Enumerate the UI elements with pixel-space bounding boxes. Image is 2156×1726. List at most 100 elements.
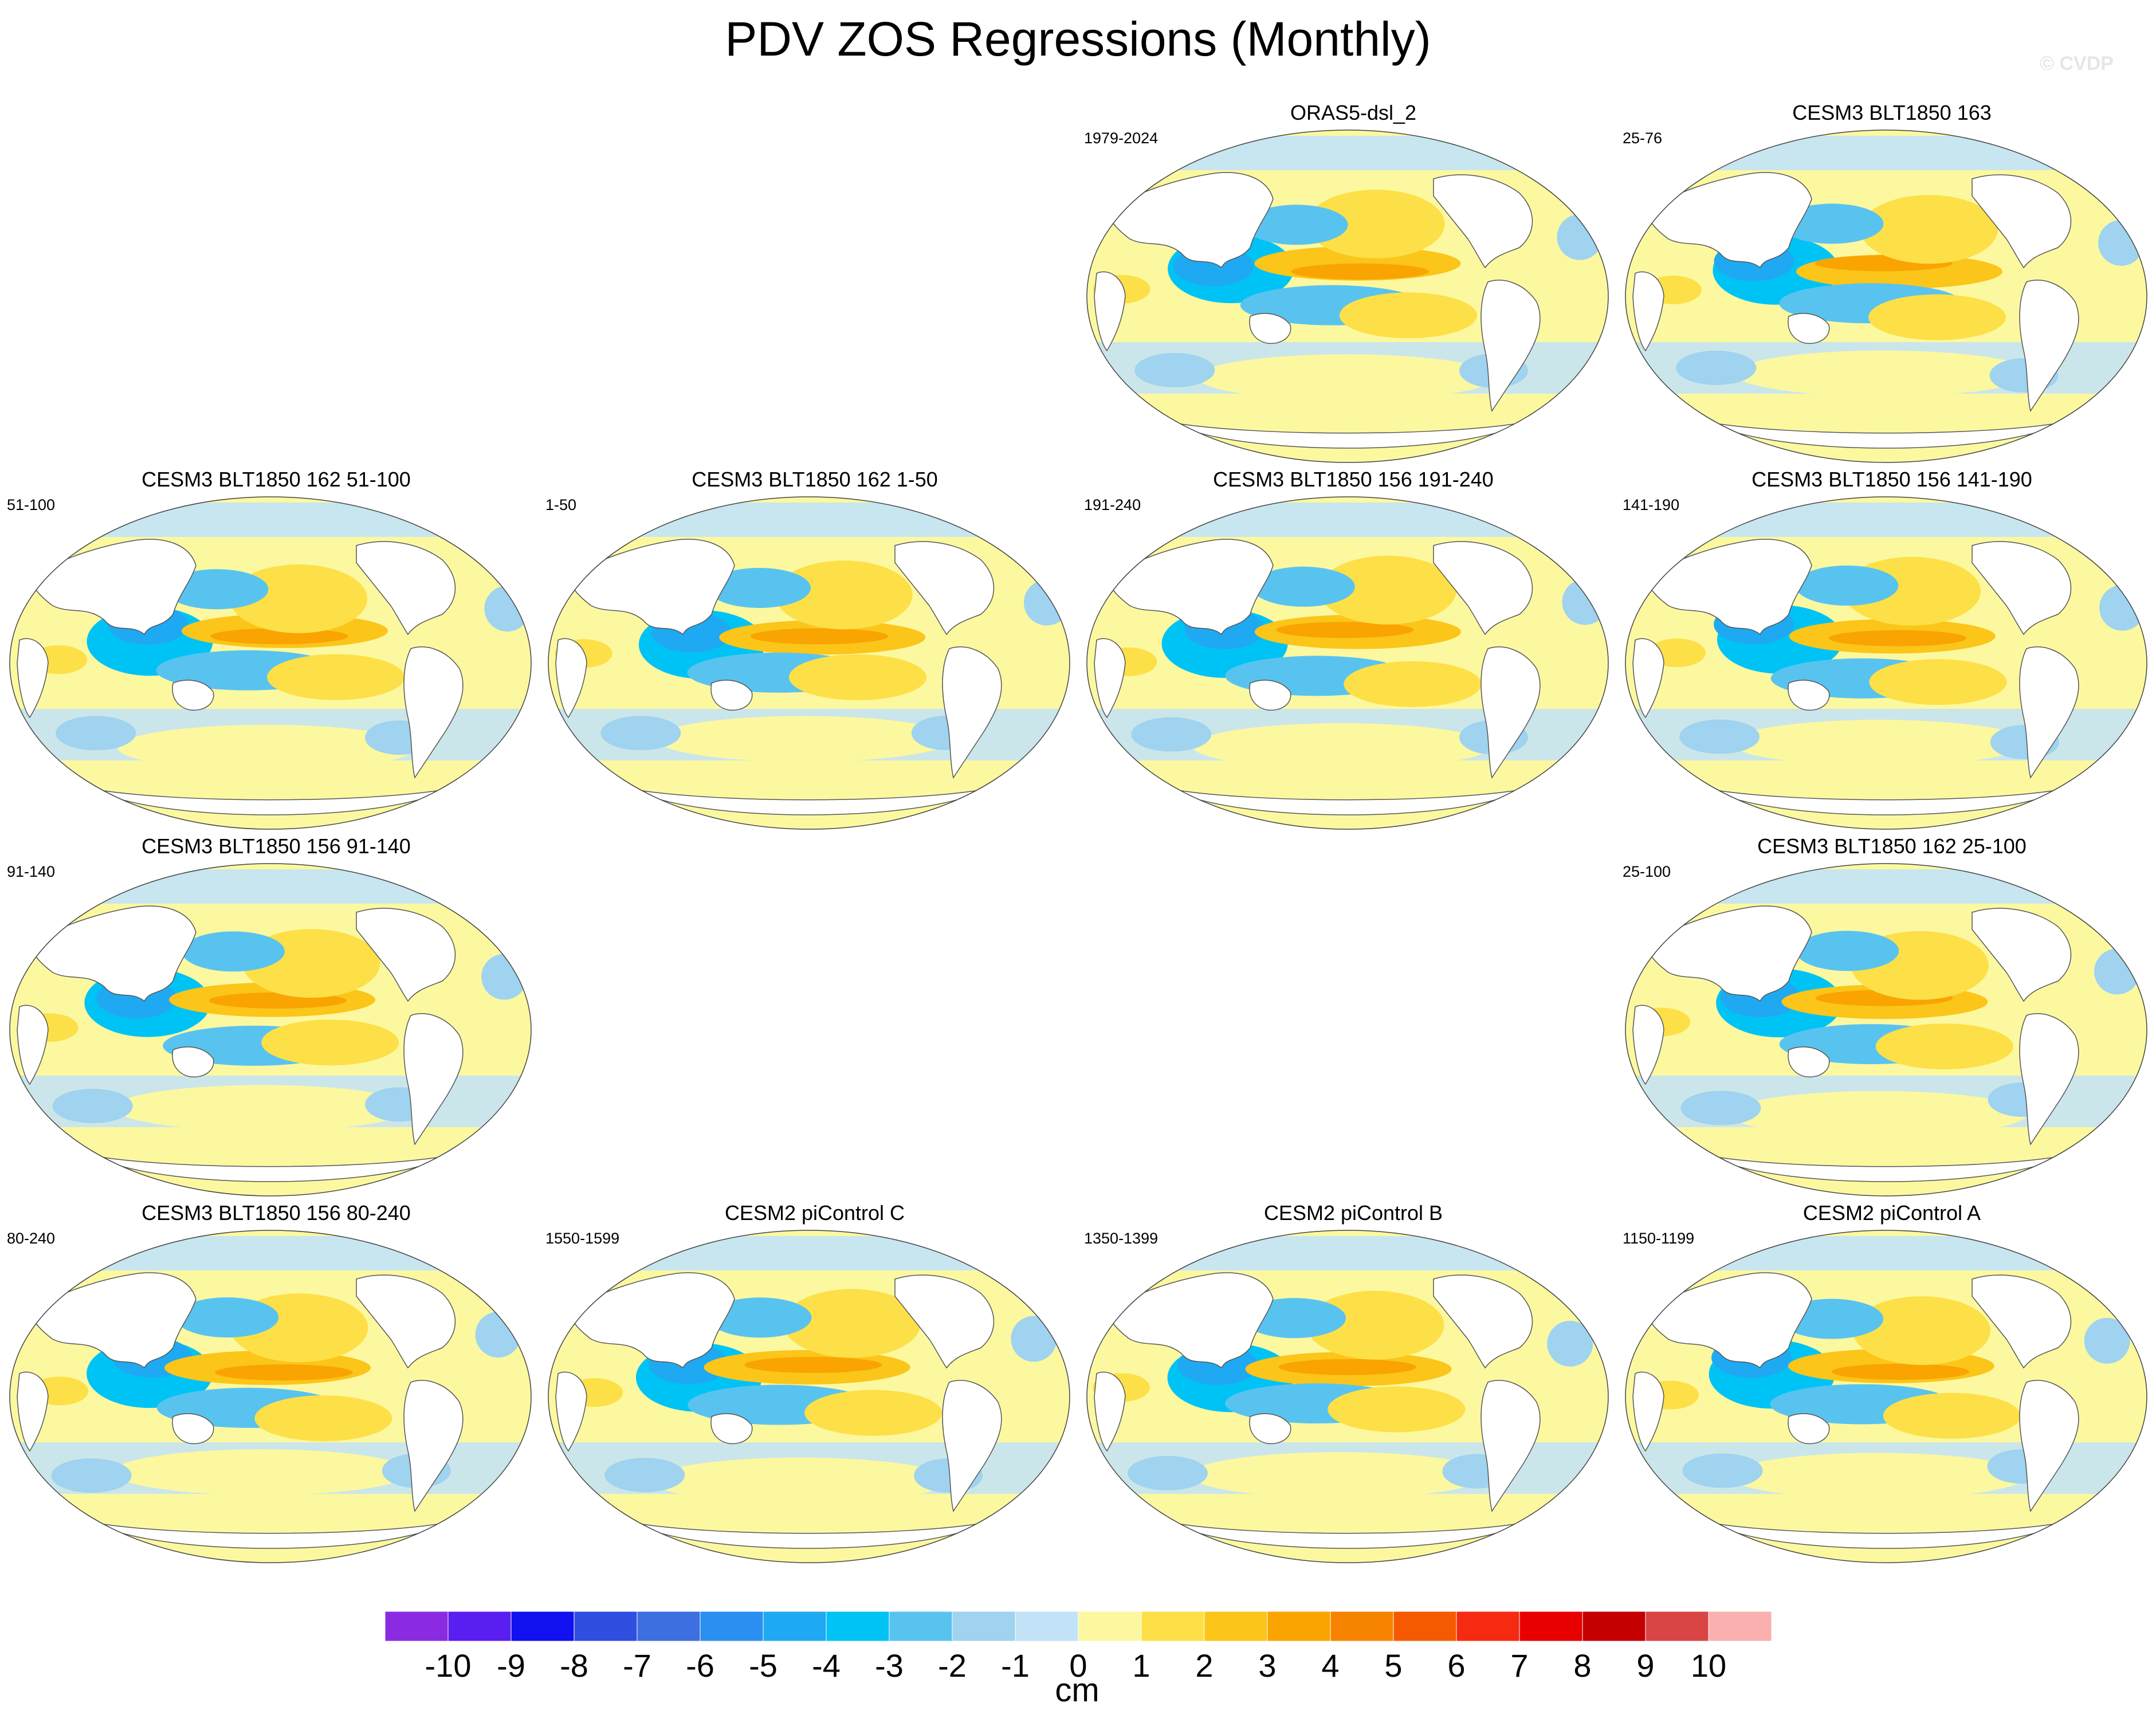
field-contour [1339,292,1477,339]
field-contour [1192,723,1491,770]
field-contour [1795,565,1899,606]
continent-outline [1433,541,1533,636]
continent-outline [17,1005,49,1085]
colorbar-tick-label: -2 [938,1647,967,1684]
field-contour [1011,1316,1057,1362]
continent-outline [1433,174,1533,269]
field-contour [1251,566,1355,607]
map-border [548,496,1070,830]
colorbar-tick-label: 2 [1195,1647,1213,1684]
field-contour [2098,219,2145,266]
continent-outline [710,680,753,711]
field-contour [789,654,927,700]
panel-title: CESM3 BLT1850 162 1-50 [692,468,938,491]
colorbar-swatch [1393,1611,1457,1642]
field-contour [1729,1090,2028,1137]
map-border [9,496,532,830]
continent-outline [1708,789,2064,815]
regression-map [1625,863,2147,1197]
continent-outline [631,789,987,815]
colorbar-tick-label: -6 [686,1647,714,1684]
colorbar-swatch [1456,1611,1520,1642]
continent-outline [631,1522,987,1549]
map-panel: CESM2 piControl A 1150-1199 [1623,1201,2156,1567]
colorbar-swatch [1582,1611,1646,1642]
continent-outline [2019,646,2079,779]
regression-map [1086,130,1609,463]
field-contour [651,1457,950,1504]
colorbar-tick-label: -5 [749,1647,777,1684]
field-contour [117,724,416,771]
field-contour [1319,555,1457,625]
continent-outline [1249,680,1291,711]
field-contour [1291,263,1429,280]
colorbar-swatch [952,1611,1016,1642]
field-contour [1796,931,1899,971]
field-contour [1860,195,1998,264]
colorbar-tick-label: -8 [560,1647,588,1684]
colorbar-swatch [1204,1611,1268,1642]
regression-map [1625,1230,2147,1563]
map-panel: CESM3 BLT1850 156 141-190 141-190 [1623,467,2156,834]
map-border [1086,1230,1609,1563]
continent-outline [1708,1155,2064,1182]
field-contour [1344,661,1482,707]
field-contour [1244,205,1348,245]
arctic-band [10,1236,531,1270]
field-contour [215,1364,353,1380]
field-contour [481,954,528,1000]
map-panel: CESM3 BLT1850 162 25-100 25-100 [1623,834,2156,1201]
colorbar-swatch [1708,1611,1772,1642]
colorbar-swatch [1141,1611,1205,1642]
continent-outline [1632,271,1664,352]
continent-outline [1106,539,1274,636]
panel-year-range: 1550-1599 [545,1230,620,1247]
continent-outline [92,1522,449,1549]
field-contour [1869,659,2007,705]
regression-map [9,863,532,1197]
panel-title: CESM3 BLT1850 156 191-240 [1213,468,1494,491]
continent-outline [942,646,1002,779]
continent-outline [356,1274,456,1369]
field-contour [1682,1453,1763,1488]
colorbar-tick-label: 5 [1384,1647,1402,1684]
field-contour [783,1289,921,1358]
arctic-band [1087,1236,1608,1270]
colorbar-tick-label: 10 [1691,1647,1726,1684]
colorbar-swatch [1645,1611,1709,1642]
continent-outline [1480,280,1541,412]
regression-map [9,1230,532,1563]
field-contour [1306,1290,1444,1360]
continent-outline [1480,1380,1541,1512]
field-contour [1307,189,1445,258]
colorbar-swatch [889,1611,953,1642]
continent-outline [403,1013,464,1146]
field-contour [113,1449,411,1496]
colorbar-swatch [574,1611,638,1642]
map-panel: CESM2 piControl B 1350-1399 [1084,1201,1623,1567]
colorbar-swatch [447,1611,512,1642]
arctic-band [1625,869,2147,904]
panel-year-range: 1150-1199 [1623,1230,1695,1247]
panel-title: CESM3 BLT1850 156 141-190 [1751,468,2032,491]
colorbar-tick-label: 9 [1636,1647,1654,1684]
panel-year-range: 51-100 [7,496,56,513]
continent-outline [1632,1371,1664,1452]
continent-outline [894,1274,995,1369]
field-contour [114,1085,413,1131]
field-contour [1875,1023,2013,1070]
continent-outline [894,541,995,636]
field-contour [1852,1296,1990,1366]
continent-outline [942,1380,1002,1512]
colorbar-swatch [1330,1611,1394,1642]
map-panel: CESM2 piControl C 1550-1599 [545,1201,1084,1567]
colorbar-tick-label: 6 [1447,1647,1465,1684]
credit-watermark: © CVDP [2040,53,2114,74]
regression-map [1086,1230,1609,1563]
continent-outline [29,1272,197,1369]
continent-outline [1972,541,2072,636]
field-contour [175,1297,279,1338]
field-contour [1730,720,2029,766]
continent-outline [2019,1380,2079,1512]
continent-outline [1094,1371,1126,1452]
